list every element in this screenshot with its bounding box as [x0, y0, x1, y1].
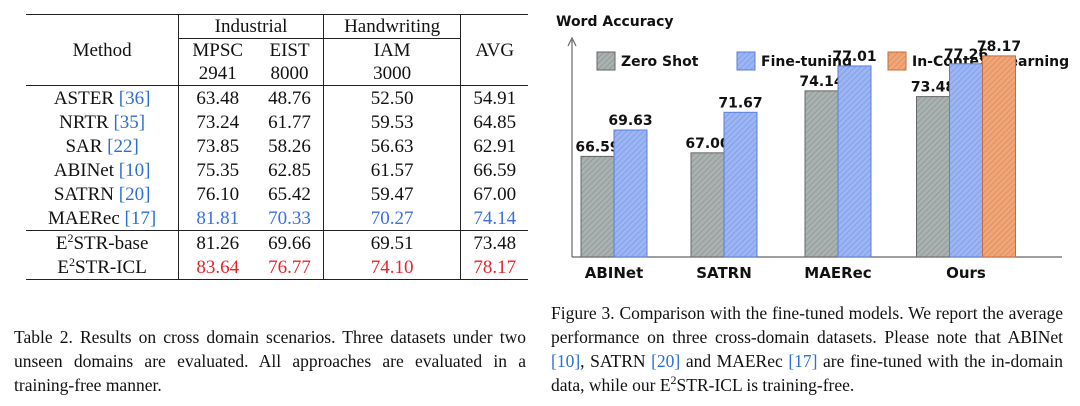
avg-cell: 62.91 [460, 134, 528, 158]
bar-ours-series-1 [916, 96, 950, 258]
iam-header: IAM 3000 [322, 38, 461, 86]
eist-cell: 48.76 [256, 85, 324, 110]
legend-swatch [736, 51, 756, 71]
mpsc-cell: 73.85 [178, 134, 257, 158]
legend-swatch [596, 51, 616, 71]
bar-ours-series-2 [949, 63, 983, 258]
results-table: Method Industrial Handwriting AVG MPSC 29… [26, 14, 528, 280]
avg-cell: 78.17 [460, 255, 528, 280]
bar-value-label: 66.59 [575, 139, 619, 155]
bar-value-label: 77.01 [832, 49, 876, 65]
avg-header: AVG [460, 14, 528, 86]
legend-item-zero-shot: Zero Shot [596, 51, 699, 71]
bar-maerec-series-1 [804, 90, 839, 258]
eist-cell: 76.77 [256, 255, 324, 280]
mpsc-cell: 75.35 [178, 158, 257, 182]
bar-maerec-series-2 [837, 65, 872, 258]
table-row: SAR [22] 73.85 58.26 56.63 62.91 [26, 134, 528, 158]
bar-value-label: 69.63 [608, 113, 652, 129]
iam-cell: 69.51 [322, 230, 461, 255]
eist-header: EIST 8000 [269, 40, 310, 84]
category-label: Ours [946, 264, 986, 282]
method-cell: SATRN [20] [53, 183, 151, 205]
table-row: SATRN [20] 76.10 65.42 59.47 67.00 [26, 182, 528, 206]
category-label: SATRN [696, 264, 752, 282]
bar-value-label: 77.26 [944, 47, 988, 63]
bar-abinet-series-2 [613, 129, 648, 258]
method-cell: E2STR-base [26, 230, 179, 255]
y-axis-arrow [567, 36, 577, 47]
eist-cell: 70.33 [268, 207, 311, 229]
iam-cell: 74.10 [322, 255, 461, 280]
iam-cell: 61.57 [322, 158, 461, 182]
eist-cell: 62.85 [268, 159, 311, 181]
method-cell: SAR [22] [65, 135, 139, 157]
eist-cell: 61.77 [268, 111, 311, 133]
table-row: MAERec [17] 81.81 70.33 70.27 74.14 [26, 206, 528, 231]
bar-value-label: 71.67 [718, 95, 762, 111]
avg-cell: 64.85 [460, 110, 528, 134]
method-cell: ABINet [10] [53, 159, 151, 181]
table-row: E2STR-base 81.26 69.66 69.51 73.48 [26, 230, 528, 255]
legend-label: Fine-tuning [761, 54, 852, 70]
legend-item-fine-tuning: Fine-tuning [736, 51, 852, 71]
mpsc-header: MPSC 2941 [178, 38, 257, 86]
mpsc-cell: 81.81 [178, 206, 257, 231]
legend-label: Zero Shot [621, 54, 699, 70]
bar-value-label: 78.17 [977, 39, 1021, 55]
handwriting-header: Handwriting [322, 14, 461, 39]
avg-cell: 66.59 [460, 158, 528, 182]
method-cell: NRTR [35] [59, 111, 146, 133]
results-table-container: Method Industrial Handwriting AVG MPSC 29… [26, 14, 528, 280]
category-label: MAERec [804, 264, 871, 282]
mpsc-cell: 81.26 [178, 230, 257, 255]
mpsc-cell: 63.48 [178, 85, 257, 110]
table-row: ABINet [10] 75.35 62.85 61.57 66.59 [26, 158, 528, 182]
bar-satrn-series-2 [723, 111, 758, 258]
eist-cell: 65.42 [268, 183, 311, 205]
mpsc-cell: 76.10 [178, 182, 257, 206]
mpsc-cell: 73.24 [178, 110, 257, 134]
avg-cell: 54.91 [460, 85, 528, 110]
method-cell: ASTER [36] [26, 85, 179, 110]
figure-caption: Figure 3. Comparison with the fine-tuned… [551, 303, 1063, 395]
bar-ours-series-3 [982, 55, 1016, 258]
legend-swatch [887, 51, 907, 71]
table-row: E2STR-ICL 83.64 76.77 74.10 78.17 [26, 255, 528, 280]
category-label: ABINet [585, 264, 644, 282]
avg-cell: 67.00 [460, 182, 528, 206]
bars: 66.59 69.63 67.00 71.67 74.14 77.01 73.48 77.26… [575, 39, 1021, 258]
iam-cell: 59.47 [322, 182, 461, 206]
bar-abinet-series-1 [580, 155, 615, 258]
iam-cell: 56.63 [322, 134, 461, 158]
bar-value-label: 67.00 [685, 136, 730, 152]
bar-value-label: 74.14 [799, 74, 844, 90]
method-header: Method [26, 14, 179, 86]
avg-cell: 73.48 [460, 230, 528, 255]
table-row: ASTER [36] 63.48 48.76 52.50 54.91 [26, 85, 528, 110]
method-cell: MAERec [17] [48, 207, 157, 229]
bar-satrn-series-1 [690, 152, 725, 258]
iam-cell: 70.27 [322, 206, 461, 231]
table-caption: Table 2. Results on cross domain scenari… [14, 327, 526, 395]
mpsc-cell: 83.64 [178, 255, 257, 280]
iam-cell: 59.53 [322, 110, 461, 134]
method-cell: E2STR-ICL [26, 255, 179, 280]
iam-cell: 52.50 [322, 85, 461, 110]
category-labels: ABINet SATRN MAERec Ours [585, 264, 986, 282]
avg-cell: 74.14 [460, 206, 528, 231]
industrial-header: Industrial [178, 14, 324, 39]
chart-title: Word Accuracy [556, 14, 674, 30]
eist-cell: 69.66 [256, 230, 324, 255]
word-accuracy-chart: Word Accuracy Zero Shot Fine-tuning In-C… [556, 14, 1068, 282]
table-row: NRTR [35] 73.24 61.77 59.53 64.85 [26, 110, 528, 134]
eist-cell: 58.26 [268, 135, 311, 157]
bar-value-label: 73.48 [911, 80, 955, 96]
